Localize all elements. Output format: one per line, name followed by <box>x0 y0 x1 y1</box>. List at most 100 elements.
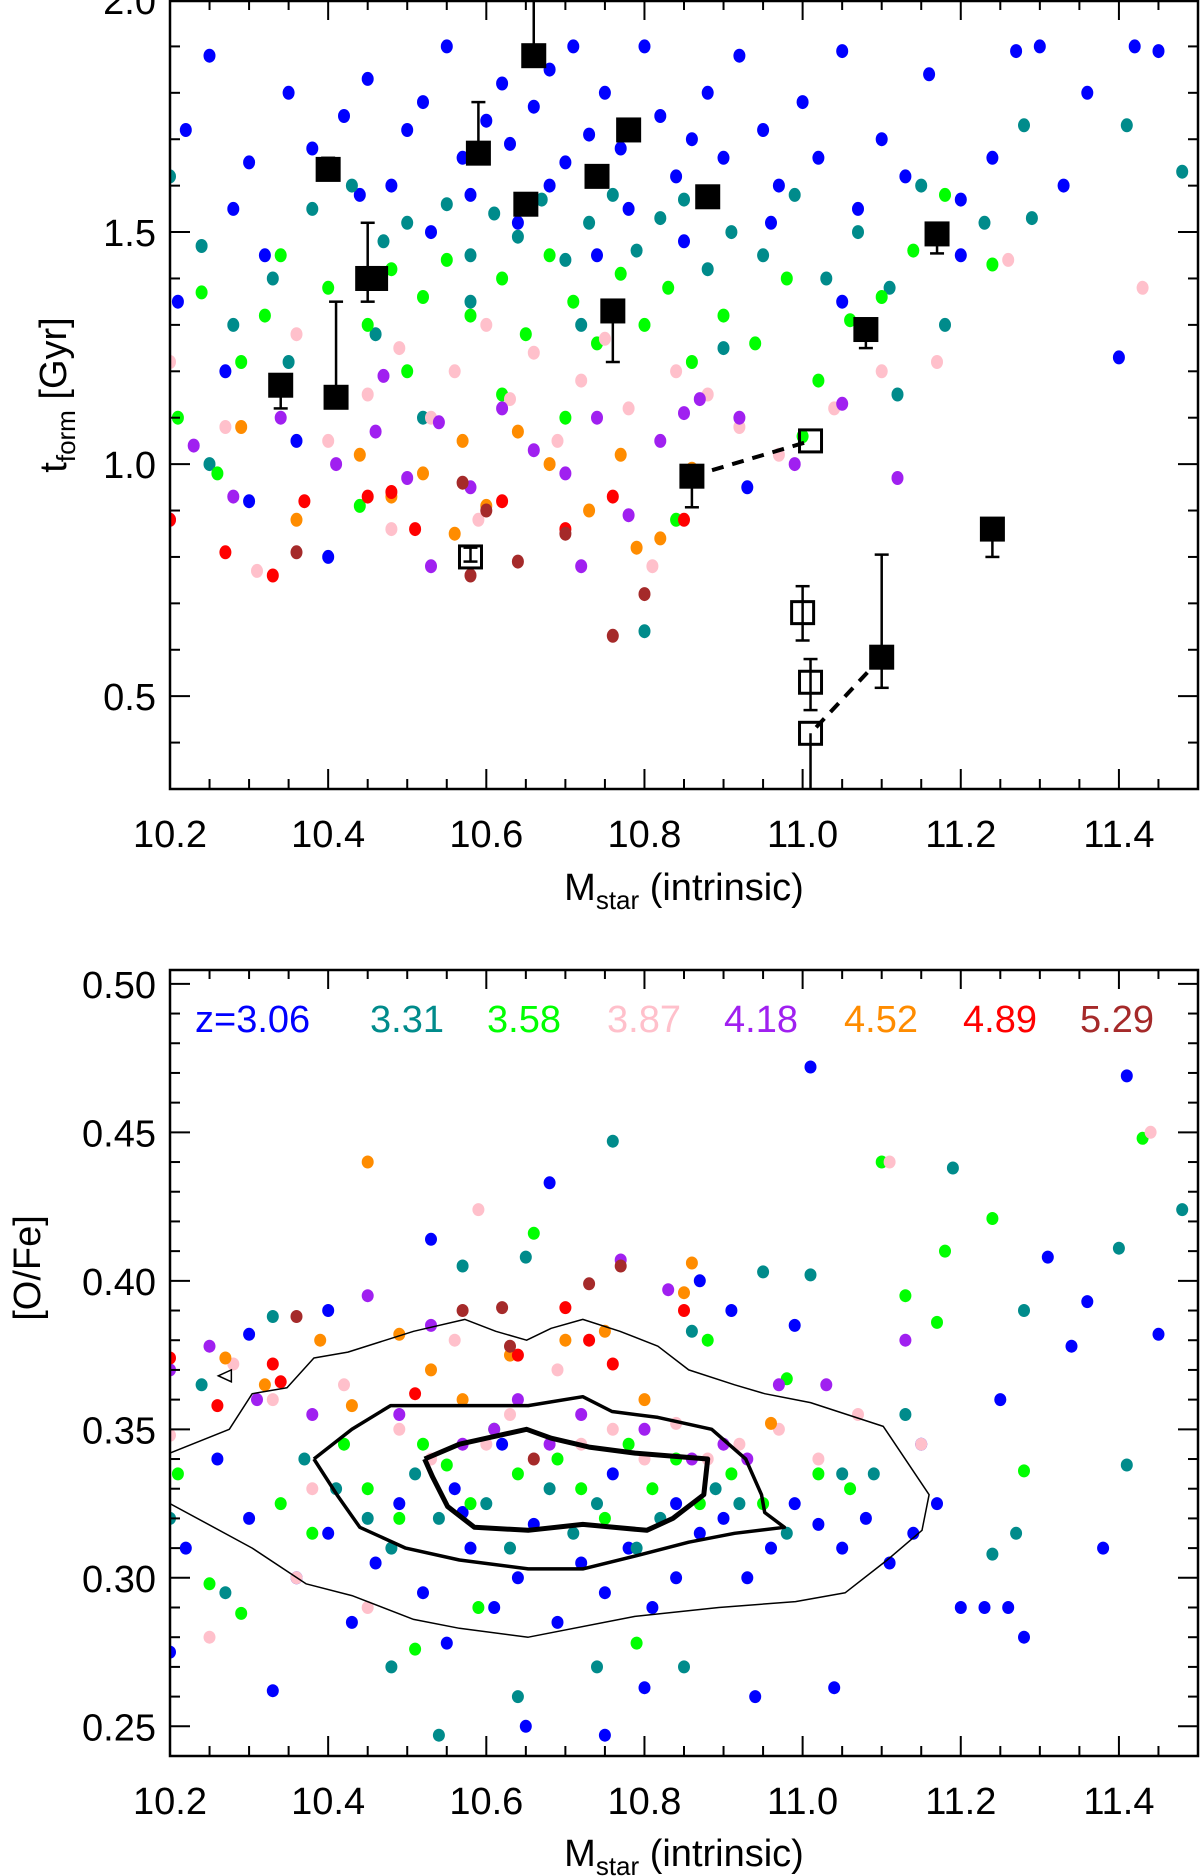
data-point-z3.58 <box>646 1482 659 1496</box>
data-point-z4.89 <box>606 1357 619 1371</box>
data-point-z3.06 <box>614 141 627 156</box>
data-point-z3.06 <box>1065 1339 1078 1353</box>
data-point-z3.58 <box>235 1606 248 1620</box>
data-point-z4.18 <box>638 1422 651 1436</box>
data-point-z4.89 <box>409 522 422 537</box>
data-point-z4.52 <box>511 424 524 439</box>
data-point-z4.89 <box>583 1333 596 1347</box>
data-point-z3.06 <box>828 1681 841 1695</box>
data-point-z3.58 <box>274 1497 287 1511</box>
x-axis-title: Mstar (intrinsic) <box>564 867 804 915</box>
data-point-z3.06 <box>1152 1327 1165 1341</box>
data-point-z4.52 <box>630 540 643 555</box>
data-point-z3.31 <box>511 1690 524 1704</box>
data-point-z3.31 <box>891 387 904 402</box>
data-point-z3.06 <box>322 1526 335 1540</box>
tick-labels: 10.2 10.4 10.6 10.8 11.0 11.2 11.4 0.5 1.0 1.5 2.0 <box>103 0 1154 856</box>
data-point-z3.06 <box>227 201 240 216</box>
data-point-z3.87 <box>915 1437 928 1451</box>
data-point-z3.58 <box>195 285 208 300</box>
y-tick-label: 0.5 <box>103 677 156 719</box>
data-point-z3.06 <box>1120 1069 1133 1083</box>
x-tick-label: 10.8 <box>607 814 681 856</box>
data-point-z3.58 <box>907 243 920 258</box>
data-point-z3.58 <box>440 252 453 267</box>
data-point-z4.52 <box>314 1333 327 1347</box>
data-point-z3.31 <box>899 1408 912 1421</box>
data-point-z3.06 <box>488 1601 501 1614</box>
data-point-z3.06 <box>859 1511 872 1525</box>
data-point-z4.52 <box>583 503 596 518</box>
data-point-z3.58 <box>749 336 762 351</box>
data-point-z3.87 <box>385 522 398 537</box>
data-point-z3.06 <box>986 150 999 165</box>
data-point-z3.58 <box>322 280 335 295</box>
data-point-z3.06 <box>179 123 192 137</box>
x-tick-label: 10.2 <box>133 1781 207 1823</box>
legend-entry-z4.18: 4.18 <box>724 999 798 1041</box>
data-point-z3.31 <box>915 178 928 193</box>
data-point-z3.31 <box>519 1250 532 1264</box>
filled-square-marker <box>584 163 610 189</box>
data-point-z4.18 <box>678 406 690 421</box>
data-point-z3.06 <box>622 201 635 216</box>
redshift-legend: z=3.06 3.31 3.58 3.87 4.18 4.52 4.89 5.29 <box>195 999 1154 1041</box>
data-point-z4.52 <box>417 466 429 481</box>
data-point-z3.06 <box>243 1511 256 1525</box>
data-point-z3.31 <box>385 1660 398 1674</box>
data-point-z4.52 <box>345 1399 358 1413</box>
x-tick-label: 11.0 <box>767 1781 838 1823</box>
data-point-z5.29 <box>290 545 303 560</box>
data-point-z4.18 <box>369 424 382 439</box>
data-point-z4.52 <box>543 457 556 472</box>
data-point-z3.87 <box>1002 252 1015 267</box>
data-point-z3.31 <box>432 1511 445 1525</box>
data-point-z4.18 <box>227 489 240 504</box>
data-point-z3.06 <box>852 201 864 216</box>
data-point-z4.89 <box>678 512 690 527</box>
data-point-z4.18 <box>187 438 200 453</box>
data-point-z3.31 <box>567 1526 580 1540</box>
data-point-z3.06 <box>551 1615 564 1629</box>
density-contours <box>170 1318 930 1638</box>
data-point-z5.29 <box>480 503 493 518</box>
contour-outer <box>170 1318 930 1638</box>
data-point-z3.06 <box>1112 350 1125 365</box>
data-point-z4.52 <box>456 433 469 448</box>
data-point-z3.06 <box>836 294 849 309</box>
data-point-z5.29 <box>511 554 524 569</box>
data-point-z3.06 <box>1097 1541 1110 1555</box>
data-point-z3.06 <box>243 494 256 509</box>
data-point-z4.18 <box>788 457 801 472</box>
data-point-z3.06 <box>701 85 714 100</box>
filled-square-marker <box>979 516 1005 542</box>
data-point-z3.87 <box>448 1333 461 1347</box>
filled-square-marker <box>600 298 626 324</box>
data-point-z4.89 <box>274 1375 287 1389</box>
data-point-z3.58 <box>417 290 429 304</box>
data-point-z3.58 <box>717 308 730 323</box>
data-point-z4.52 <box>235 420 248 434</box>
data-point-z4.52 <box>654 531 667 546</box>
data-point-z3.06 <box>361 71 374 86</box>
data-point-z3.31 <box>757 1265 770 1279</box>
data-point-z4.89 <box>170 512 176 527</box>
data-point-z3.31 <box>1176 1203 1189 1217</box>
data-point-z3.06 <box>994 1393 1007 1407</box>
legend-entry-z4.89: 4.89 <box>963 999 1037 1041</box>
data-point-z3.58 <box>361 317 374 332</box>
data-point-z3.58 <box>472 1601 485 1614</box>
data-point-z3.58 <box>622 1437 635 1451</box>
data-point-z3.87 <box>527 345 540 360</box>
data-point-z3.31 <box>377 234 390 249</box>
data-point-z4.52 <box>361 1155 374 1169</box>
data-point-z3.06 <box>931 1497 943 1511</box>
open-square-marker <box>457 544 483 570</box>
data-point-z3.06 <box>741 480 754 495</box>
data-point-z4.52 <box>559 1333 572 1347</box>
data-point-z3.06 <box>369 1556 382 1570</box>
data-point-z3.06 <box>772 178 785 193</box>
data-point-z3.58 <box>567 294 580 309</box>
y-tick-label: 0.35 <box>82 1410 156 1452</box>
data-point-z3.87 <box>338 1378 350 1392</box>
